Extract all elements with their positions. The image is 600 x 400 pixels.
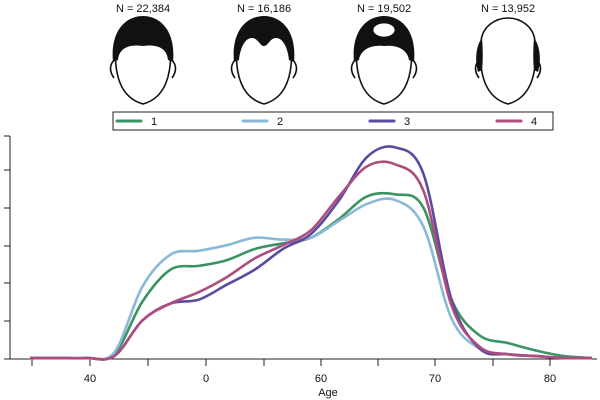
head-group-3: N = 19,502 (350, 3, 418, 105)
legend-item-2: 2 (241, 116, 283, 128)
hair-side-left (476, 38, 483, 72)
crown-bald-spot (372, 22, 396, 38)
legend-item-4: 4 (495, 116, 537, 128)
x-tick-label-3: 70 (429, 373, 441, 385)
head-group-1: N = 22,384 (109, 3, 177, 105)
hair-crown (353, 16, 415, 62)
head-outline (479, 17, 537, 105)
legend-label: 2 (277, 116, 283, 128)
series-line-3 (30, 145, 593, 361)
left-ear (109, 59, 115, 79)
legend-label: 1 (151, 116, 157, 128)
y-axis-ticks (4, 135, 10, 360)
left-ear (350, 59, 356, 79)
right-ear (412, 59, 418, 79)
legend-label: 3 (404, 116, 410, 128)
hair-pattern-heads: N = 22,384 N = 16,186 N = 19,502 N = 13,952 (109, 3, 542, 105)
legend-label: 4 (531, 116, 537, 128)
x-axis-ticks: 40 0 60 70 80 (31, 359, 556, 385)
x-tick-label-1: 0 (203, 373, 209, 385)
group-count-label: N = 22,384 (116, 3, 170, 15)
x-tick-label-2: 60 (315, 373, 327, 385)
group-count-label: N = 19,502 (357, 3, 411, 15)
series-lines (30, 145, 593, 361)
hair-full (112, 16, 174, 62)
group-count-label: N = 13,952 (481, 3, 535, 15)
hair-side-right (533, 38, 540, 72)
series-line-1 (30, 191, 593, 361)
hair-receding (233, 16, 295, 62)
x-tick-label-0: 40 (84, 373, 96, 385)
chart-legend: 1 2 3 4 (112, 111, 554, 131)
left-ear (230, 59, 236, 79)
group-count-label: N = 16,186 (237, 3, 291, 15)
x-tick-label-4: 80 (544, 373, 556, 385)
legend-item-1: 1 (115, 116, 157, 128)
right-ear (292, 59, 298, 79)
x-axis-title: Age (318, 387, 338, 399)
series-line-2 (30, 197, 593, 361)
legend-box (112, 111, 554, 131)
legend-item-3: 3 (368, 116, 410, 128)
right-ear (171, 59, 177, 79)
head-group-2: N = 16,186 (230, 3, 298, 105)
series-line-4 (30, 160, 593, 361)
head-group-4: N = 13,952 (474, 3, 542, 105)
